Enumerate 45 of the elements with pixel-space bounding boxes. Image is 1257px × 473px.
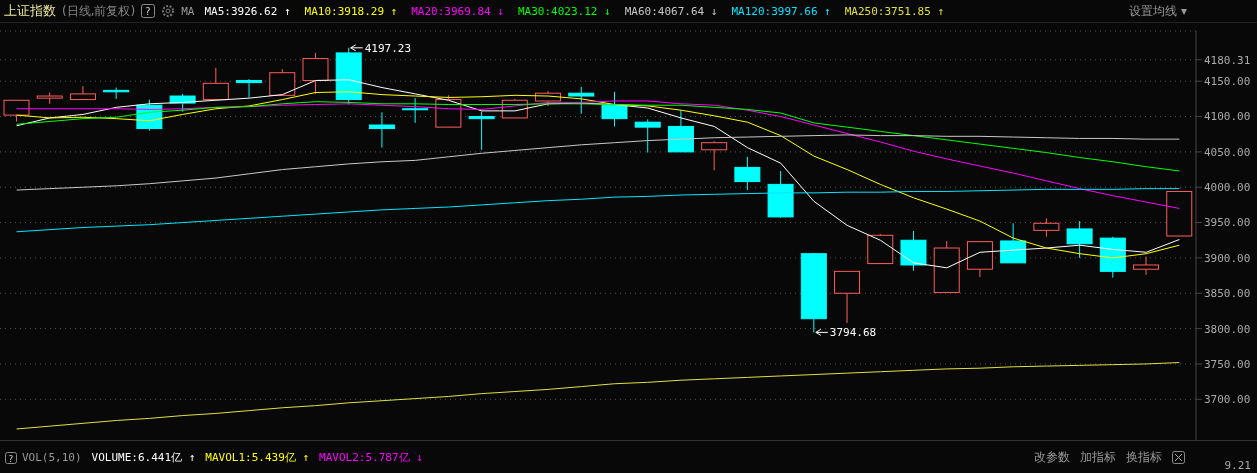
candlestick [468, 111, 495, 151]
y-tick-label: 4100.00 [1204, 110, 1251, 124]
candlestick [568, 86, 595, 115]
annotation: 3794.68 [829, 326, 877, 340]
text: MA10:3918.29 ↑ [304, 4, 398, 18]
candlestick [69, 85, 96, 101]
text: MA20:3969.84 ↓ [411, 4, 504, 18]
y-tick-label: 3950.00 [1204, 216, 1251, 230]
text: MA250:3751.85 ↑ [844, 4, 945, 18]
text: VOL(5,10) [22, 451, 82, 464]
text: MA30:4023.12 ↓ [517, 4, 611, 18]
y-tick-label: 3900.00 [1204, 251, 1251, 265]
chart-title: 上证指数 [4, 2, 56, 20]
chart-subtitle: (日线,前复权) [62, 2, 136, 20]
candlestick [236, 78, 263, 98]
text: VOLUME:6.441亿 ↑ [91, 450, 196, 465]
text: 改参数 [1034, 449, 1070, 466]
text: MA5:3926.62 ↑ [204, 4, 291, 18]
text: MA120:3997.66 ↑ [731, 4, 831, 18]
text: 9.21 [1224, 459, 1251, 472]
candlestick [402, 97, 429, 124]
y-tick-label: 3700.00 [1204, 393, 1251, 407]
help-icon: ? [5, 451, 17, 464]
y-tick-label: 4180.31 [1204, 53, 1251, 67]
line-series [16, 362, 1180, 430]
y-tick-label: 3750.00 [1204, 357, 1251, 371]
line-series [16, 101, 1180, 172]
candlestick [634, 118, 661, 154]
text: MA60:4067.64 ↓ [624, 4, 718, 18]
annotation: 4197.23 [364, 41, 412, 55]
y-tick-label: 4150.00 [1204, 75, 1251, 89]
line-series [16, 134, 1180, 191]
text: 设置均线 ▾ [1129, 2, 1187, 20]
text: MAVOL1:5.439亿 ↑ [205, 450, 310, 465]
y-tick-label: 3850.00 [1204, 287, 1251, 301]
candlestick [368, 111, 395, 149]
text: MAVOL2:5.787亿 ↓ [319, 450, 423, 465]
y-tick-label: 4000.00 [1204, 181, 1251, 195]
y-tick-label: 4050.00 [1204, 145, 1251, 159]
text: 换指标 [1126, 449, 1162, 466]
legend-title: MA [181, 4, 195, 18]
help-icon: ? [141, 4, 156, 18]
y-tick-label: 3800.00 [1204, 322, 1251, 336]
text: 加指标 [1080, 449, 1116, 466]
line-series [16, 188, 1180, 233]
